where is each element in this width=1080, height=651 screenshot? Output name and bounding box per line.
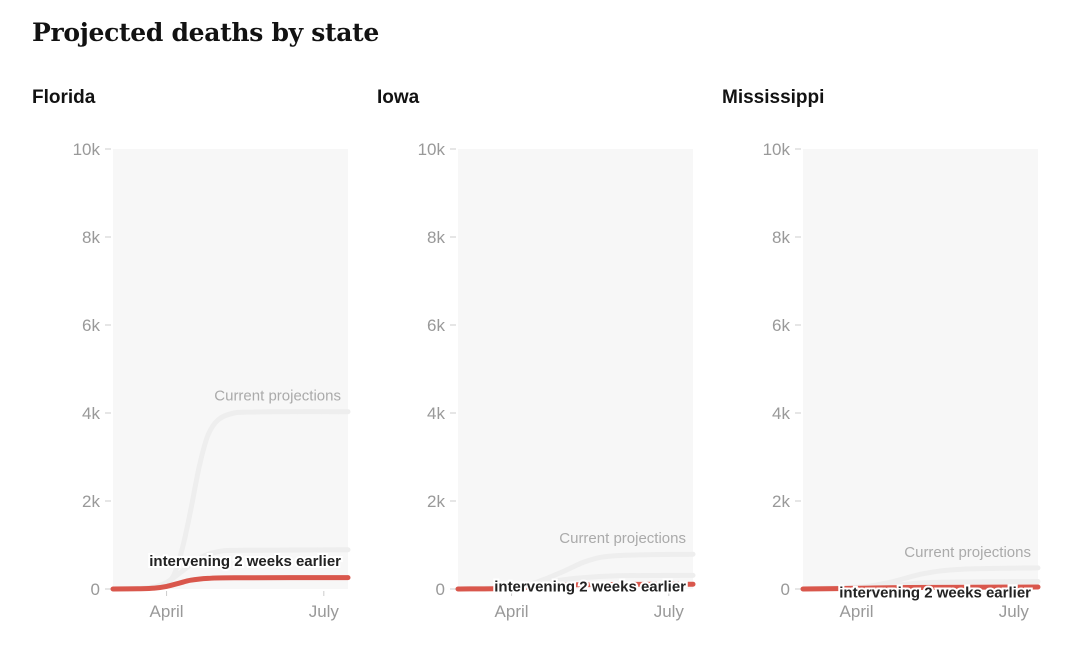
panel-mississippi: Mississippi 0 2k 4k 6k 8k 10k April July Current… [690,0,1041,651]
x-tick-label: April [495,602,529,621]
y-tick-label: 6k [772,316,790,335]
panel-title: Iowa [377,87,420,108]
current-projections-label: Current projections [214,388,341,405]
x-tick-label: April [150,602,184,621]
y-tick-label: 0 [781,580,790,599]
y-tick-label: 0 [436,580,445,599]
intervention-line [800,584,1041,592]
intervention-label: intervening 2 weeks earlier [149,553,341,570]
y-tick-label: 4k [772,404,790,423]
panel-title: Florida [32,87,96,108]
y-tick-label: 2k [82,492,100,511]
y-tick-label: 8k [772,228,790,247]
y-tick-label: 10k [418,140,446,159]
page-title: Projected deaths by state [32,18,380,47]
y-tick-label: 8k [82,228,100,247]
plot-area [803,149,1038,589]
x-tick-label: April [840,602,874,621]
y-tick-label: 8k [427,228,445,247]
x-tick-label: July [309,602,340,621]
plot-area [113,149,348,589]
y-tick-label: 0 [91,580,100,599]
y-tick-label: 2k [772,492,790,511]
y-tick-label: 6k [427,316,445,335]
y-tick-label: 4k [82,404,100,423]
y-tick-label: 6k [82,316,100,335]
y-tick-label: 10k [73,140,101,159]
y-tick-label: 4k [427,404,445,423]
intervention-label: intervening 2 weeks earlier [494,578,686,595]
chart-florida: 0 2k 4k 6k 8k 10k April July Current projections… [73,140,351,621]
chart-mississippi: 0 2k 4k 6k 8k 10k April July Current projections… [763,140,1041,621]
x-tick-label: July [654,602,685,621]
y-tick-label: 2k [427,492,445,511]
intervention-line [455,581,696,592]
intervention-label: intervening 2 weeks earlier [839,585,1031,602]
x-tick-label: July [999,602,1030,621]
y-tick-label: 10k [763,140,791,159]
chart-iowa: 0 2k 4k 6k 8k 10k April July Current projections… [418,140,696,621]
current-projections-label: Current projections [559,530,686,547]
panel-florida: Florida 0 2k 4k 6k 8k 10k April July Current pro… [0,0,351,651]
current-projections-label: Current projections [904,544,1031,561]
plot-area [458,149,693,589]
panel-title: Mississippi [722,87,825,108]
panel-iowa: Iowa 0 2k 4k 6k 8k 10k April July Current projec… [345,0,696,651]
intervention-line [110,575,351,592]
